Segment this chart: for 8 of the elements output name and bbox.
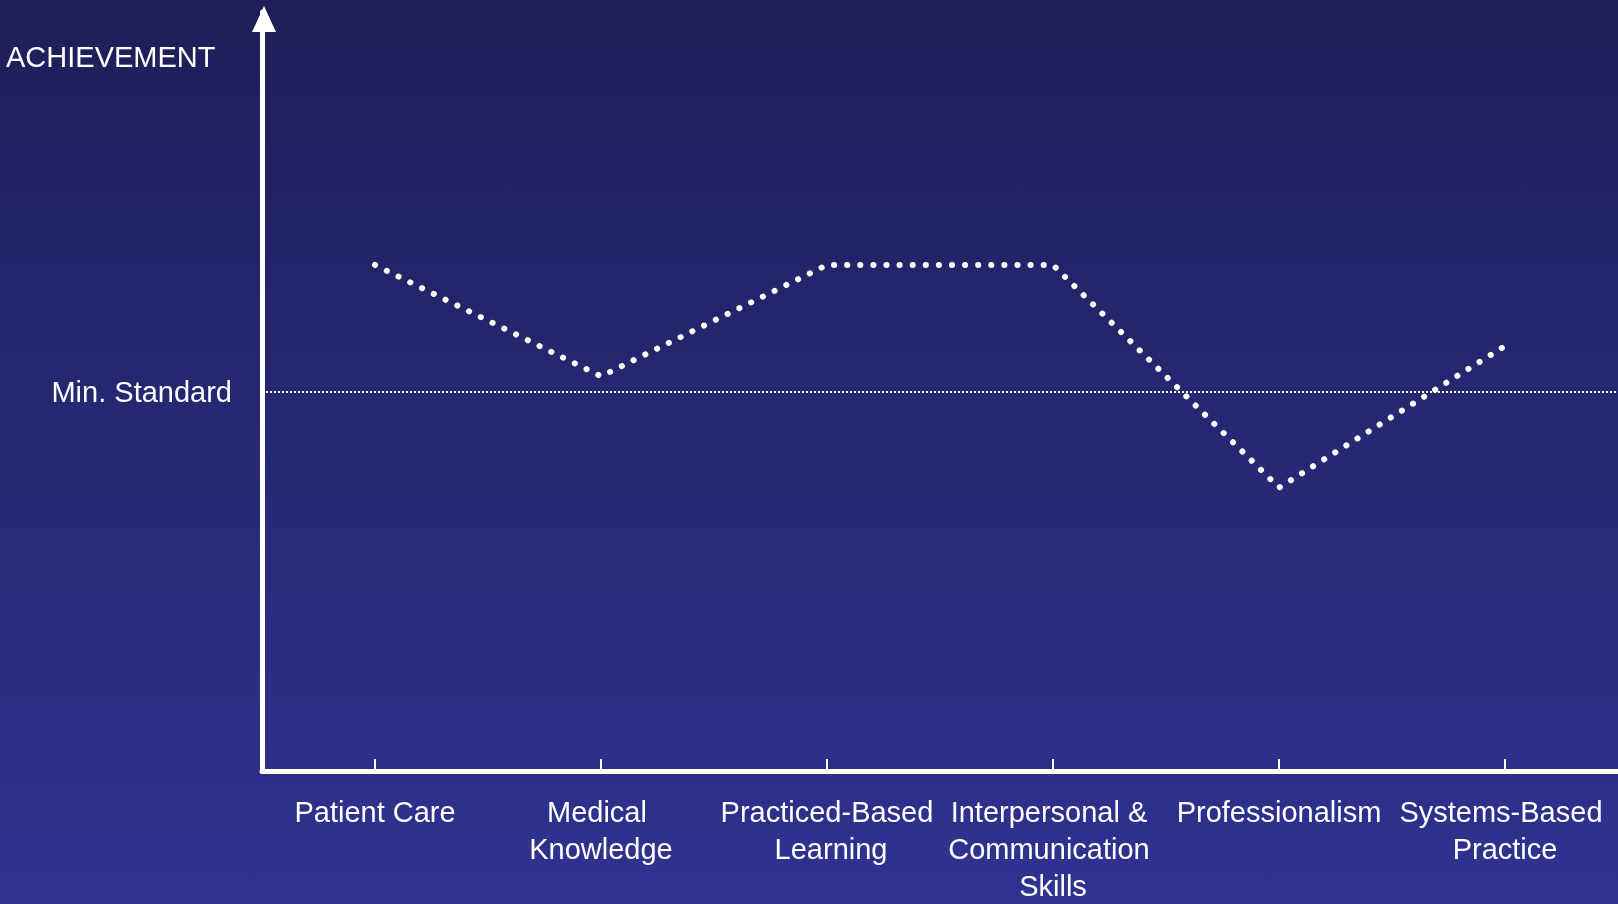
x-tick-label: Interpersonal & Communication Skills — [948, 795, 1158, 902]
x-tick-label: Practiced-Based Learning — [720, 795, 934, 865]
x-tick-label: Professionalism — [1176, 795, 1382, 828]
x-tick-label: Patient Care — [294, 795, 456, 828]
text: ACHIEVEMENT — [6, 40, 216, 73]
x-tick-label: Systems-Based Practice — [1399, 795, 1611, 865]
x-tick-label: Medical Knowledge — [529, 795, 673, 865]
ref-line-label: Min. Standard — [51, 375, 232, 408]
